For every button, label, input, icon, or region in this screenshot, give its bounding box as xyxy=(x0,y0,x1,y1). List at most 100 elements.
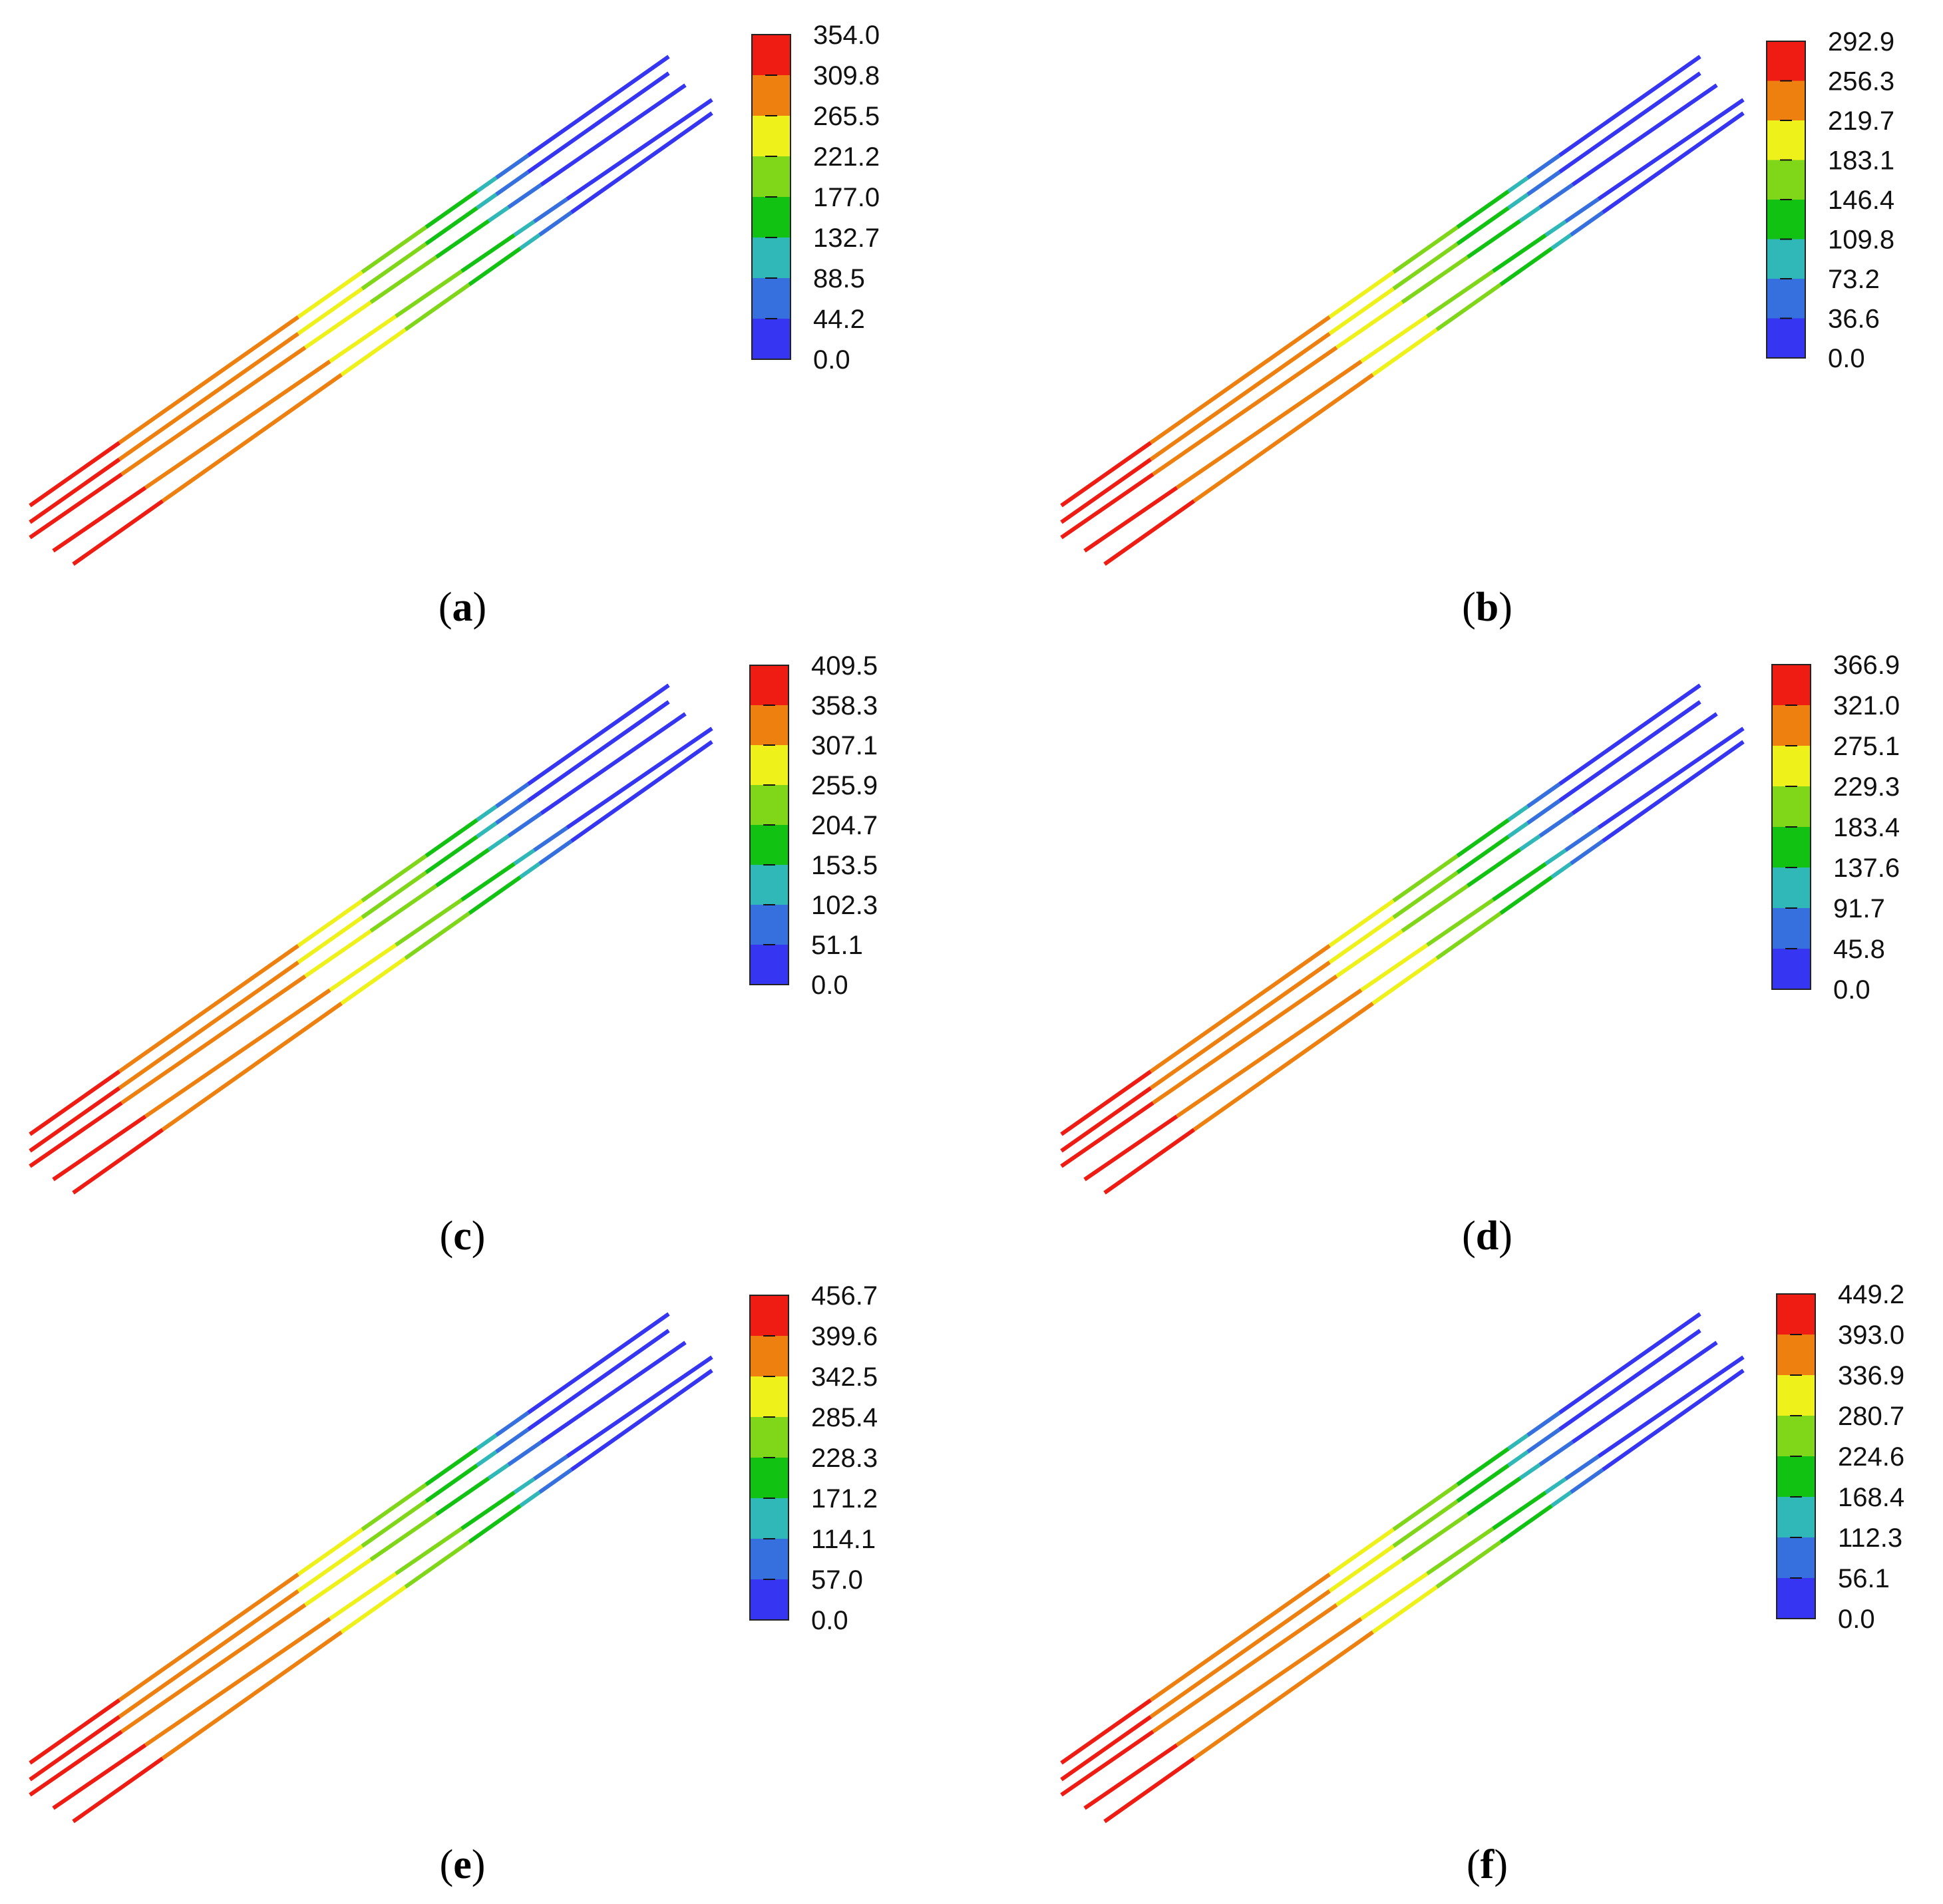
legend-colorbar: 292.9 256.3 219.7 183.1 146.4 109.8 73.2 36.6 0.… xyxy=(1766,27,1894,373)
strip-segment xyxy=(519,862,541,879)
strip-segment xyxy=(29,472,123,540)
strip-segment xyxy=(507,183,543,210)
strip-segment xyxy=(1328,287,1395,335)
panel-caption: (a) xyxy=(439,585,486,630)
strip-segment xyxy=(1149,1589,1331,1718)
strip-segment xyxy=(361,242,427,291)
legend-border xyxy=(749,1295,789,1621)
strip-segment xyxy=(570,111,713,214)
strip-segment xyxy=(425,1464,478,1503)
strip-segment xyxy=(29,441,121,508)
legend-band xyxy=(1767,41,1805,81)
strip-segment xyxy=(118,961,299,1090)
strip-segment xyxy=(1602,1368,1745,1472)
legend-tick-label: 112.3 xyxy=(1838,1523,1902,1553)
strip-segment xyxy=(1335,929,1403,978)
strip-segment xyxy=(1597,726,1745,830)
strip-segment xyxy=(425,835,478,874)
legend-band xyxy=(1767,318,1805,358)
legend-tick-label: 358.3 xyxy=(811,691,878,720)
strip-segment xyxy=(1507,192,1529,210)
strip-segment xyxy=(1328,899,1395,947)
strip-segment xyxy=(1492,862,1547,902)
legend-tick-label: 0.0 xyxy=(811,1606,848,1635)
legend-band xyxy=(1767,200,1805,239)
legend-band xyxy=(1777,1497,1815,1537)
strip-segment xyxy=(1526,1428,1561,1454)
legend-band xyxy=(750,1336,789,1376)
strip-segment xyxy=(487,206,510,223)
strip-segment xyxy=(329,314,397,363)
legend-tick-label: 109.8 xyxy=(1828,226,1894,255)
strip-segment xyxy=(1526,799,1561,825)
strip-segment xyxy=(527,1329,670,1431)
legend-band xyxy=(750,905,789,945)
strip-segment xyxy=(1152,1603,1338,1734)
strip-segment xyxy=(1499,1504,1553,1544)
legend-tick-label: 228.3 xyxy=(811,1444,878,1473)
strip-segment xyxy=(361,1483,427,1531)
panel-c: 409.5 358.3 307.1 255.9 204.7 153.5 102.3 51.1 0… xyxy=(29,651,878,1259)
strip-segment xyxy=(1392,1500,1459,1548)
legend-tick-label: 168.4 xyxy=(1838,1483,1904,1512)
strip-segment xyxy=(468,246,522,287)
panel-d: 366.9 321.0 275.1 229.3 183.4 137.6 91.7 45.8 0.… xyxy=(1060,651,1900,1259)
legend-tick-label: 280.7 xyxy=(1838,1402,1904,1431)
strip-segment xyxy=(29,1070,121,1136)
legend-tick-label: 354.0 xyxy=(813,21,880,50)
strip-segment xyxy=(476,804,498,822)
strip-segment xyxy=(395,1527,463,1575)
legend-band xyxy=(750,825,789,865)
strip-segment xyxy=(527,1312,670,1414)
legend-tick-label: 0.0 xyxy=(813,345,850,375)
strip-segment xyxy=(369,255,438,304)
strip-segment xyxy=(1550,233,1572,250)
strip-segment xyxy=(1328,1544,1395,1593)
strip-segment xyxy=(435,848,490,887)
strip-segment xyxy=(340,327,407,377)
strip-segment xyxy=(487,834,510,852)
strip-segment xyxy=(1597,1355,1745,1458)
strip-segment xyxy=(1149,315,1331,444)
strip-segment xyxy=(1558,1312,1701,1414)
strip-segment xyxy=(1192,373,1374,503)
strip-segment xyxy=(527,700,670,802)
strip-segment xyxy=(340,1585,407,1634)
legend-tick-label: 224.6 xyxy=(1838,1442,1904,1472)
legend-tick-label: 275.1 xyxy=(1833,732,1900,761)
strip-segment xyxy=(369,1512,438,1561)
strip-segment xyxy=(118,332,299,461)
strip-segment xyxy=(468,1504,522,1544)
strip-segment xyxy=(527,55,670,157)
legend-tick-label: 88.5 xyxy=(813,264,865,293)
strip-segment xyxy=(1328,1527,1395,1576)
strip-segment xyxy=(297,1544,363,1593)
strip-segment xyxy=(1499,875,1553,915)
strip-segment xyxy=(519,1490,541,1507)
strip-segment xyxy=(425,1447,478,1486)
strip-segment xyxy=(468,875,522,915)
strip-segment xyxy=(29,1698,121,1765)
strip-segment xyxy=(1060,1715,1152,1782)
strip-segment xyxy=(533,826,568,852)
legend-band xyxy=(750,865,789,905)
strip-segment xyxy=(1435,911,1502,960)
strip-segment xyxy=(361,871,427,919)
strip-segment xyxy=(566,98,713,201)
strip-segment xyxy=(1597,98,1745,201)
strip-segment xyxy=(29,458,121,524)
strip-segment xyxy=(52,1114,147,1182)
strip-segment xyxy=(1060,1101,1154,1168)
strip-segment xyxy=(118,944,299,1073)
strip-segment xyxy=(1149,332,1331,461)
strip-segment xyxy=(1571,712,1718,816)
legend-tick-label: 229.3 xyxy=(1833,772,1900,802)
strip-segment xyxy=(1456,818,1510,858)
strip-segment xyxy=(476,176,498,193)
legend-tick-label: 0.0 xyxy=(811,971,848,1000)
legend-border xyxy=(749,665,789,985)
strip-segment xyxy=(1526,1411,1561,1437)
strip-segment xyxy=(1570,839,1604,866)
strip-segment xyxy=(404,911,470,960)
panel-caption: (d) xyxy=(1462,1213,1512,1259)
